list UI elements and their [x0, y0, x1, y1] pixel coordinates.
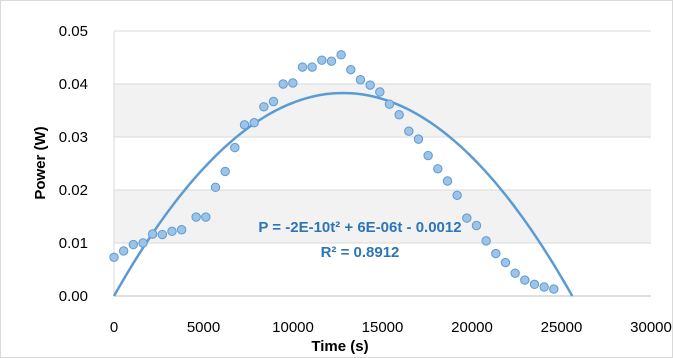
- data-point: [365, 80, 375, 90]
- x-axis-title: Time (s): [311, 338, 368, 355]
- x-tick-label: 30000: [630, 319, 672, 336]
- data-point: [471, 220, 482, 231]
- data-point: [520, 275, 530, 285]
- data-point: [157, 229, 168, 240]
- trendline-r-squared: R² = 0.8912: [321, 244, 400, 261]
- y-tick-label: 0.02: [59, 182, 88, 199]
- data-point: [549, 284, 559, 294]
- data-point: [191, 212, 201, 222]
- data-point: [529, 279, 540, 290]
- data-point: [230, 142, 240, 153]
- data-point: [147, 229, 158, 239]
- data-point: [297, 62, 308, 72]
- data-point: [307, 62, 317, 72]
- data-point: [128, 239, 139, 250]
- data-point: [355, 75, 366, 85]
- trendline-group: [112, 91, 574, 297]
- x-tick-label: 15000: [362, 319, 404, 336]
- data-point: [413, 134, 424, 144]
- data-point: [210, 182, 221, 193]
- data-point: [394, 110, 404, 120]
- x-tick-label: 0: [110, 319, 118, 336]
- data-point: [326, 56, 337, 66]
- y-tick-label: 0.03: [59, 129, 88, 146]
- axes: [113, 31, 651, 297]
- y-tick-label: 0.00: [59, 288, 88, 305]
- data-point: [346, 64, 356, 75]
- data-point: [249, 117, 259, 128]
- data-point: [510, 268, 520, 278]
- data-point: [167, 226, 177, 237]
- y-tick-label: 0.01: [59, 235, 88, 252]
- data-point: [442, 176, 453, 186]
- data-point: [336, 50, 346, 60]
- data-point: [423, 150, 433, 161]
- data-point: [220, 166, 230, 177]
- data-point: [384, 99, 395, 109]
- y-tick-label: 0.05: [59, 23, 88, 40]
- data-point: [109, 252, 119, 263]
- data-point: [491, 248, 501, 259]
- data-point: [176, 225, 187, 235]
- data-point: [288, 78, 298, 88]
- x-tick-label: 20000: [451, 319, 493, 336]
- y-tick-label: 0.04: [59, 76, 88, 93]
- data-point: [268, 96, 279, 107]
- data-point: [201, 212, 211, 222]
- data-point: [481, 236, 491, 246]
- trendline-equation: P = -2E-10t² + 6E-06t - 0.0012: [258, 219, 461, 236]
- data-point: [404, 126, 414, 136]
- data-point: [138, 238, 148, 248]
- data-point: [539, 282, 549, 292]
- data-point: [452, 190, 462, 201]
- data-point: [375, 87, 385, 97]
- x-tick-label: 5000: [187, 319, 220, 336]
- data-point: [500, 257, 511, 268]
- data-point: [118, 246, 129, 256]
- data-point: [317, 55, 327, 65]
- data-points: [109, 50, 559, 294]
- data-point: [259, 102, 269, 112]
- trendline-curve: [112, 91, 574, 297]
- data-point: [433, 164, 443, 174]
- data-point: [239, 120, 250, 130]
- data-point: [278, 79, 288, 89]
- tick-labels: 0 5000 10000 15000 20000 25000 30000 0.00 0.01 0.…: [59, 23, 672, 336]
- y-axis-title: Power (W): [32, 126, 49, 199]
- x-tick-label: 25000: [541, 319, 583, 336]
- x-tick-label: 10000: [272, 319, 314, 336]
- data-point: [462, 213, 472, 223]
